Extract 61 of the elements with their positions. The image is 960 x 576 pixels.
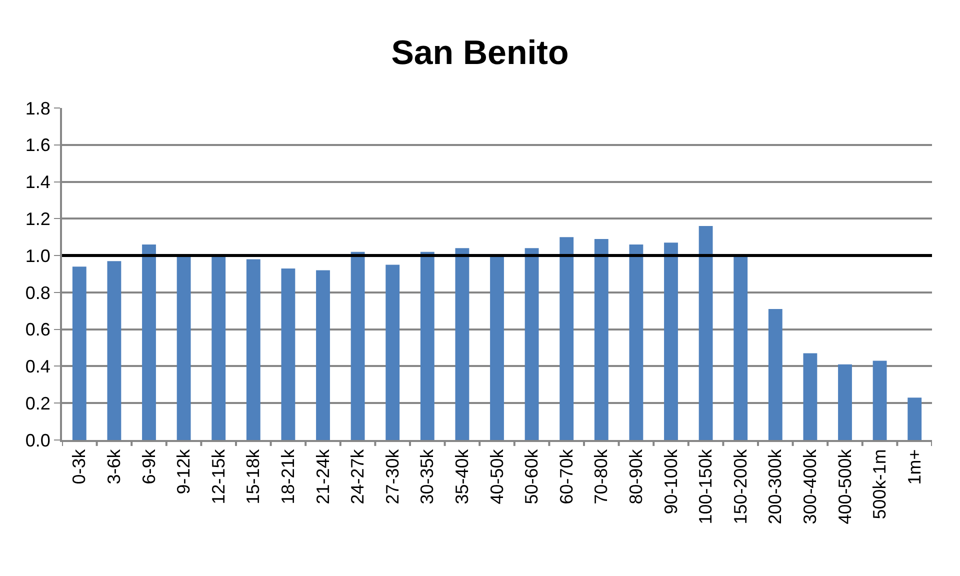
x-tick-label: 80-90k [626, 448, 646, 504]
x-tick-label: 100-150k [696, 448, 716, 524]
x-tick-label: 0-3k [69, 448, 90, 484]
bar [838, 364, 852, 440]
bar [490, 256, 504, 440]
y-tick-label: 1.8 [25, 98, 50, 118]
bar [594, 238, 608, 440]
y-tick-label: 1.0 [25, 246, 50, 266]
bar [455, 248, 470, 440]
bar [316, 270, 330, 440]
y-tick-label: 0.4 [25, 356, 50, 377]
bar [350, 252, 365, 440]
bar [872, 360, 887, 440]
x-tick-label: 24-27k [348, 448, 368, 504]
x-tick-label: 3-6k [104, 448, 124, 484]
bar [698, 226, 713, 440]
x-tick-label: 18-21k [278, 448, 298, 504]
bar [281, 268, 296, 440]
x-tick-label: 30-35k [417, 448, 438, 504]
chart-title: San Benito [391, 34, 569, 72]
x-tick-label: 6-9k [138, 448, 159, 484]
bar [420, 252, 434, 440]
bar [629, 244, 644, 440]
y-tick-label: 1.2 [25, 208, 50, 229]
x-tick-label: 150-200k [730, 448, 750, 524]
bar [908, 398, 922, 440]
bar [803, 353, 818, 440]
x-tick-label: 40-50k [486, 448, 507, 504]
x-tick-label: 21-24k [312, 448, 333, 504]
x-tick-label: 200-300k [765, 448, 786, 524]
x-tick-label: 35-40k [452, 448, 472, 504]
bar [734, 256, 748, 440]
bar [176, 256, 191, 440]
y-tick-label: 0.6 [25, 320, 50, 340]
bar [560, 237, 574, 440]
y-tick-label: 0.2 [25, 393, 50, 414]
bar [246, 259, 260, 440]
bar [386, 264, 400, 440]
bar [664, 242, 678, 440]
bar [107, 261, 122, 440]
x-tick-label: 90-100k [660, 448, 681, 514]
x-tick-label: 500k-1m [870, 449, 890, 520]
x-tick-label: 70-80k [591, 448, 612, 504]
y-tick-label: 0.0 [25, 430, 50, 450]
bar [72, 266, 86, 440]
x-tick-label: 9-12k [174, 448, 194, 494]
x-tick-label: 27-30k [382, 448, 402, 504]
x-tick-label: 400-500k [834, 448, 855, 524]
bar [524, 248, 539, 440]
x-tick-label: 12-15k [208, 448, 228, 504]
x-tick-label: 1m+ [904, 449, 924, 485]
x-tick-label: 60-70k [556, 448, 576, 504]
y-tick-label: 1.6 [25, 135, 50, 156]
x-tick-label: 15-18k [243, 448, 264, 504]
bar [212, 256, 226, 440]
x-tick-label: 50-60k [522, 448, 542, 504]
bar [768, 309, 782, 440]
bar [142, 244, 156, 440]
y-tick-label: 0.8 [25, 282, 50, 303]
y-tick-label: 1.4 [25, 172, 50, 192]
x-tick-label: 300-400k [800, 448, 820, 524]
